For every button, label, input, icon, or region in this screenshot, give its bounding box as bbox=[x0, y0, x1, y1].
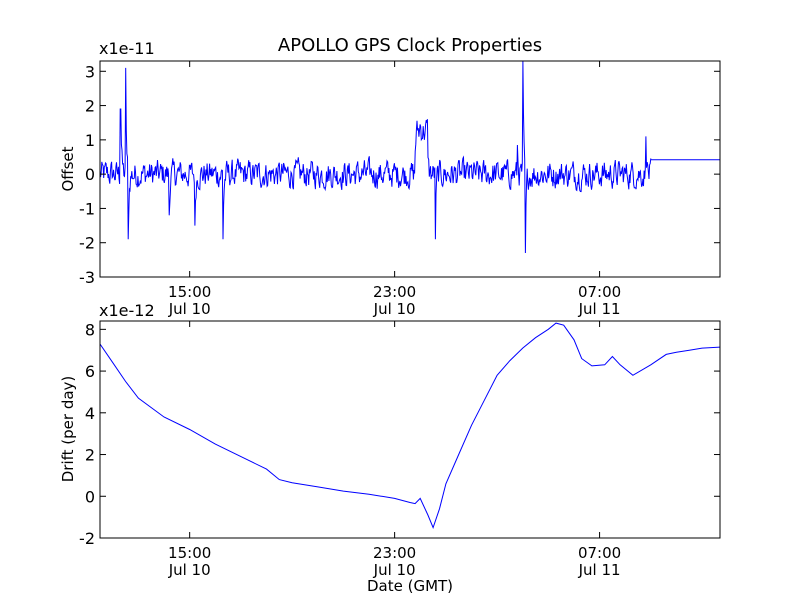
offset-xtick-time-label: 15:00 bbox=[168, 283, 211, 301]
drift-xtick-time-label: 23:00 bbox=[373, 544, 416, 562]
drift-ytick-label: 2 bbox=[85, 446, 95, 465]
offset-xtick-time-label: 07:00 bbox=[578, 283, 621, 301]
drift-axes-frame bbox=[99, 320, 721, 539]
offset-xtick-date-label: Jul 10 bbox=[168, 300, 211, 318]
offset-axes-frame bbox=[99, 60, 721, 278]
drift-plot-background bbox=[100, 321, 720, 538]
offset-series-line bbox=[100, 61, 720, 254]
offset-scale-label: x1e-11 bbox=[99, 39, 155, 58]
offset-ytick-label: 3 bbox=[85, 62, 95, 81]
drift-xtick-date-label: Jul 10 bbox=[373, 561, 416, 579]
offset-y-axis-label: Offset bbox=[59, 146, 77, 191]
drift-ytick-label: -2 bbox=[79, 529, 95, 548]
chart-title: APOLLO GPS Clock Properties bbox=[278, 35, 542, 56]
offset-ytick-label: 2 bbox=[85, 97, 95, 116]
offset-ytick-label: 1 bbox=[85, 131, 95, 150]
drift-y-axis-label: Drift (per day) bbox=[59, 376, 77, 483]
offset-xtick-time-label: 23:00 bbox=[373, 283, 416, 301]
drift-series-line bbox=[100, 322, 720, 530]
offset-ytick-label: -1 bbox=[79, 199, 95, 218]
offset-xtick-date-label: Jul 10 bbox=[373, 300, 416, 318]
drift-xtick-date-label: Jul 10 bbox=[168, 561, 211, 579]
drift-ytick-label: 0 bbox=[85, 487, 95, 506]
drift-xtick-time-label: 07:00 bbox=[578, 544, 621, 562]
drift-xtick-date-label: Jul 11 bbox=[578, 561, 621, 579]
drift-ytick-label: 4 bbox=[85, 404, 95, 423]
drift-ytick-label: 6 bbox=[85, 362, 95, 381]
drift-x-axis-label: Date (GMT) bbox=[367, 577, 453, 595]
drift-xtick-time-label: 15:00 bbox=[168, 544, 211, 562]
offset-ytick-label: 0 bbox=[85, 165, 95, 184]
drift-scale-label: x1e-12 bbox=[99, 301, 155, 320]
drift-ytick-label: 8 bbox=[85, 320, 95, 339]
offset-ytick-label: -3 bbox=[79, 268, 95, 287]
offset-ytick-label: -2 bbox=[79, 234, 95, 253]
offset-xtick-date-label: Jul 11 bbox=[578, 300, 621, 318]
